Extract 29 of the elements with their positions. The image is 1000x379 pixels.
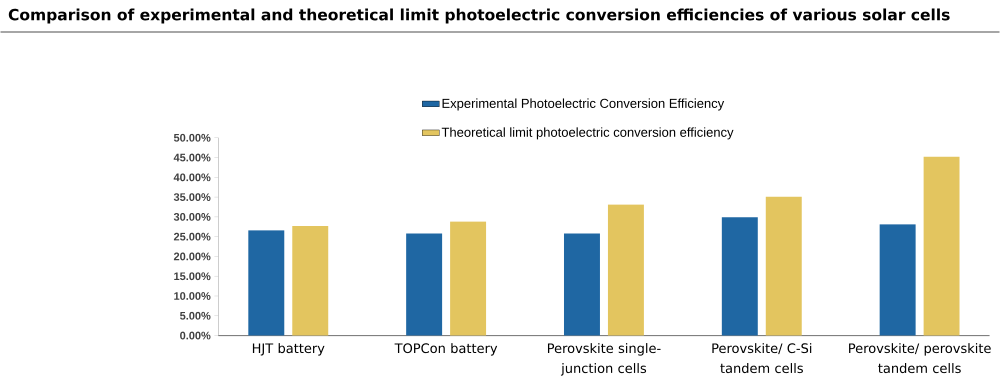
x-tick-label: Perovskite/ C-Si tandem cells xyxy=(712,343,812,374)
bar xyxy=(608,204,644,336)
bar xyxy=(880,224,916,336)
y-tick-label: 5.00% xyxy=(180,312,211,320)
y-tick-label: 0.00% xyxy=(180,332,211,340)
y-tick-label: 50.00% xyxy=(174,134,211,142)
bar xyxy=(450,222,486,336)
bar xyxy=(924,156,960,336)
x-tick-label: HJT battery xyxy=(252,343,325,356)
bar xyxy=(722,217,758,336)
y-tick-label: 30.00% xyxy=(174,213,211,221)
legend-label: Experimental Photoelectric Conversion Efficiency xyxy=(442,98,724,111)
bar xyxy=(248,230,284,336)
bar xyxy=(766,196,802,336)
x-tick-label: Perovskite single-junction cells xyxy=(548,343,661,376)
legend-label: Theoretical limit photoelectric conversion efficiency xyxy=(442,127,734,140)
y-tick-label: 10.00% xyxy=(174,292,211,300)
y-tick-label: 35.00% xyxy=(174,193,211,202)
bar xyxy=(292,226,328,336)
chart-title: Comparison of experimental and theoretical limit photoelectric conversion efficiencies of various solar cells xyxy=(8,8,950,24)
x-tick-label: Perovskite/ perovskite tandem cells xyxy=(849,343,991,374)
x-tick-label: TOPCon battery xyxy=(394,343,498,356)
bar xyxy=(406,234,442,336)
bar xyxy=(564,234,600,336)
y-tick-label: 20.00% xyxy=(174,252,211,260)
y-tick-label: 40.00% xyxy=(174,173,211,182)
y-tick-label: 45.00% xyxy=(174,154,211,162)
y-tick-label: 25.00% xyxy=(174,232,211,241)
y-tick-label: 15.00% xyxy=(174,272,211,280)
